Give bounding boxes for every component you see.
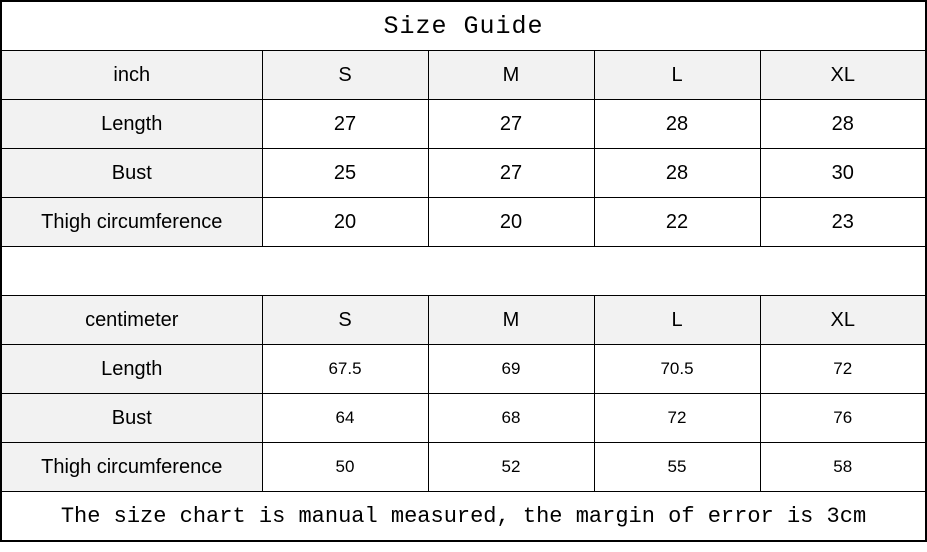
spacer-cell bbox=[0, 246, 927, 296]
measurement-value: 27 bbox=[427, 99, 595, 149]
measurement-label: Thigh circumference bbox=[0, 442, 263, 492]
cm_table-header-row: centimeter S M L XL bbox=[0, 295, 927, 345]
measurement-value: 70.5 bbox=[593, 344, 761, 394]
page-title: Size Guide bbox=[0, 0, 927, 51]
measurement-value: 58 bbox=[759, 442, 927, 492]
table-row: Length 27 27 28 28 bbox=[0, 99, 927, 149]
measurement-value: 67.5 bbox=[261, 344, 429, 394]
measurement-label: Bust bbox=[0, 148, 263, 198]
unit-header: inch bbox=[0, 50, 263, 100]
measurement-value: 30 bbox=[759, 148, 927, 198]
measurement-value: 55 bbox=[593, 442, 761, 492]
measurement-label: Length bbox=[0, 99, 263, 149]
size-header: S bbox=[261, 295, 429, 345]
size-header: S bbox=[261, 50, 429, 100]
measurement-value: 64 bbox=[261, 393, 429, 443]
measurement-value: 28 bbox=[759, 99, 927, 149]
size-header: M bbox=[427, 295, 595, 345]
measurement-note: The size chart is manual measured, the m… bbox=[0, 491, 927, 542]
measurement-value: 22 bbox=[593, 197, 761, 247]
inch_table-header-row: inch S M L XL bbox=[0, 50, 927, 100]
measurement-value: 72 bbox=[593, 393, 761, 443]
table-row: Thigh circumference 50 52 55 58 bbox=[0, 442, 927, 492]
measurement-value: 25 bbox=[261, 148, 429, 198]
size-header: L bbox=[593, 50, 761, 100]
measurement-value: 27 bbox=[261, 99, 429, 149]
unit-header: centimeter bbox=[0, 295, 263, 345]
measurement-value: 27 bbox=[427, 148, 595, 198]
measurement-label: Length bbox=[0, 344, 263, 394]
measurement-value: 28 bbox=[593, 99, 761, 149]
measurement-value: 20 bbox=[261, 197, 429, 247]
size-header: XL bbox=[759, 50, 927, 100]
measurement-label: Bust bbox=[0, 393, 263, 443]
measurement-value: 20 bbox=[427, 197, 595, 247]
measurement-value: 72 bbox=[759, 344, 927, 394]
measurement-value: 69 bbox=[427, 344, 595, 394]
measurement-value: 52 bbox=[427, 442, 595, 492]
table-row: Thigh circumference 20 20 22 23 bbox=[0, 197, 927, 247]
table-row: Bust 64 68 72 76 bbox=[0, 393, 927, 443]
spacer-row bbox=[0, 246, 927, 296]
measurement-value: 50 bbox=[261, 442, 429, 492]
size-header: M bbox=[427, 50, 595, 100]
measurement-value: 23 bbox=[759, 197, 927, 247]
measurement-value: 68 bbox=[427, 393, 595, 443]
size-header: XL bbox=[759, 295, 927, 345]
size-header: L bbox=[593, 295, 761, 345]
table-row: Length 67.5 69 70.5 72 bbox=[0, 344, 927, 394]
note-row: The size chart is manual measured, the m… bbox=[0, 491, 927, 542]
table-row: Bust 25 27 28 30 bbox=[0, 148, 927, 198]
measurement-value: 76 bbox=[759, 393, 927, 443]
measurement-value: 28 bbox=[593, 148, 761, 198]
measurement-label: Thigh circumference bbox=[0, 197, 263, 247]
